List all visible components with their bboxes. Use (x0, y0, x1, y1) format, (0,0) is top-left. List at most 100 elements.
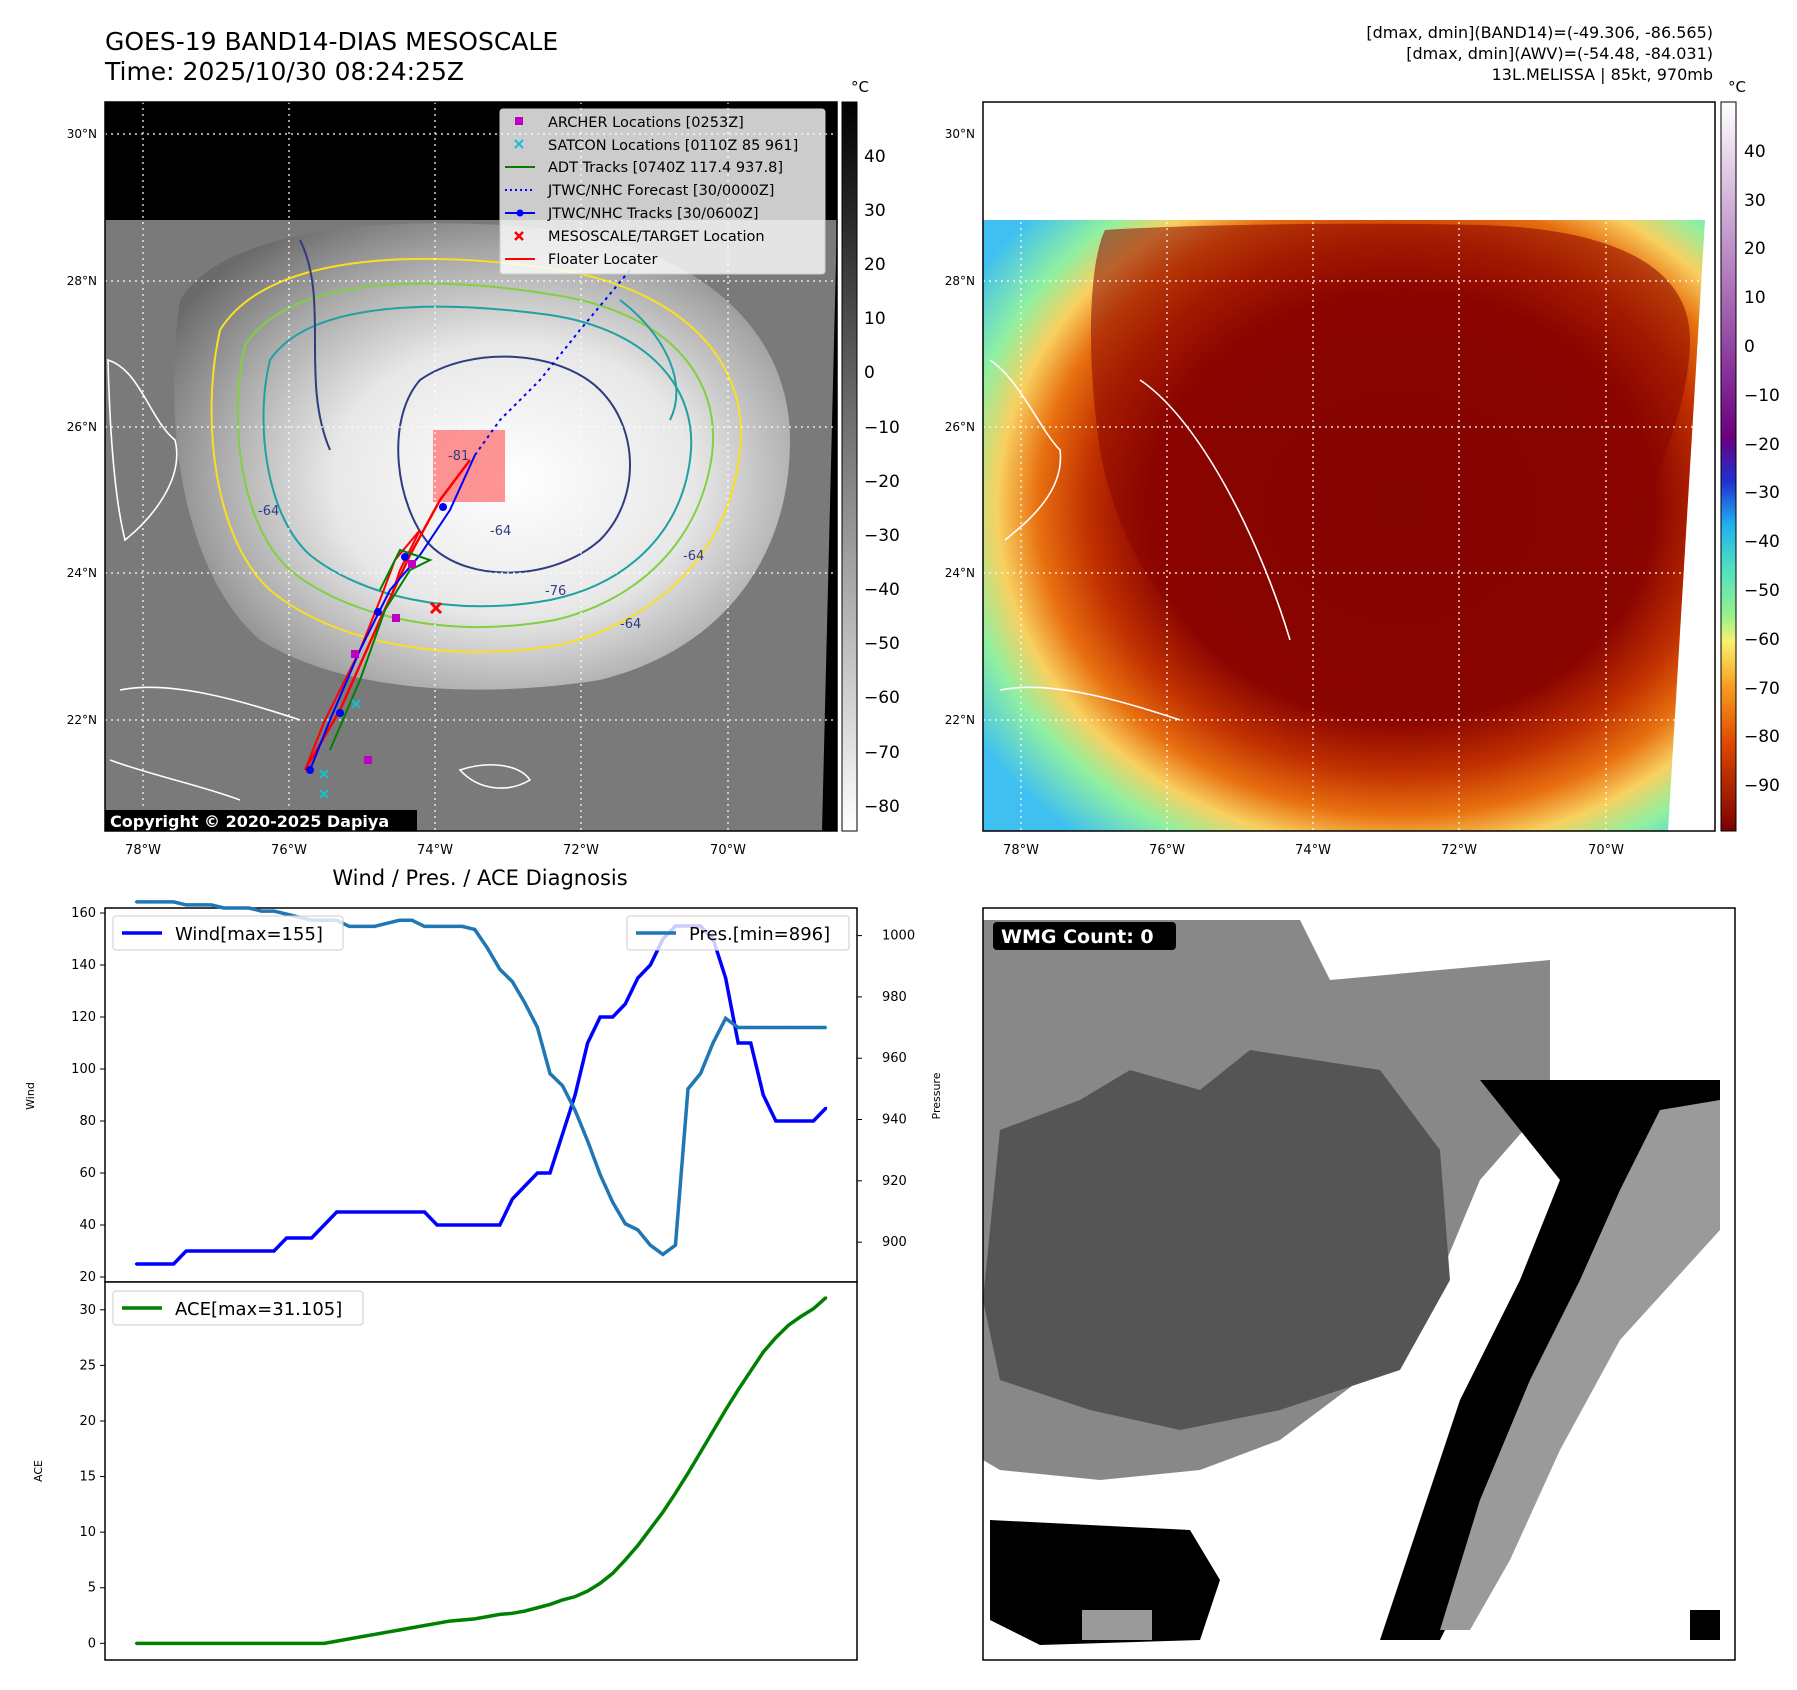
contour-teal (262, 305, 693, 608)
pressure-series-line (136, 900, 826, 1257)
coastline-cuba (109, 686, 301, 801)
ace-point (661, 1510, 665, 1514)
wind-tick-label: 20 (79, 1270, 96, 1285)
pressure-point (624, 1222, 627, 1225)
legend-target-label: MESOSCALE/TARGET Location (548, 229, 765, 245)
wind-point (373, 1210, 376, 1214)
svg-text:26°N: 26°N (67, 420, 97, 434)
wind-point (787, 1119, 790, 1123)
ace-point (373, 1633, 376, 1636)
ace-chart-frame (104, 1281, 858, 1661)
pressure-point (548, 1072, 552, 1075)
ace-legend-label: ACE[max=31.105] (175, 1299, 342, 1320)
contour-light-green (236, 282, 715, 628)
wind-point (636, 976, 640, 980)
ace-tick-label: 20 (79, 1414, 96, 1429)
legend-jtwc-label: JTWC/NHC Tracks [30/0600Z] (547, 206, 759, 222)
pressure-tick-label: 960 (882, 1051, 907, 1066)
svg-text:−70: −70 (1744, 679, 1780, 699)
ace-point (360, 1635, 364, 1638)
pressure-point (511, 980, 514, 983)
svg-text:40: 40 (1744, 142, 1766, 162)
pressure-point (736, 1026, 740, 1029)
wind-tick-label: 60 (79, 1166, 96, 1181)
right-lon-labels: 78°W 76°W 74°W 72°W 70°W (1003, 843, 1624, 858)
legend-archer-label: ARCHER Locations [0253Z] (548, 115, 744, 131)
jtwc-forecast (474, 269, 631, 456)
legend-forecast-label: JTWC/NHC Forecast [30/0000Z] (547, 183, 774, 199)
legend-adt-label: ADT Tracks [0740Z 117.4 937.8] (548, 160, 783, 176)
svg-text:28°N: 28°N (67, 274, 97, 288)
wind-point (385, 1210, 389, 1214)
ace-point (774, 1336, 778, 1339)
contour-labels: -81 -64 -64 -64 -76 -64 (258, 449, 704, 632)
svg-text:78°W: 78°W (125, 843, 161, 858)
pressure-tick-label: 900 (882, 1235, 907, 1250)
pressure-point (448, 925, 451, 928)
svg-text:−50: −50 (864, 634, 900, 654)
pressure-point (210, 903, 213, 907)
svg-text:76°W: 76°W (271, 843, 307, 858)
wind-point (134, 1262, 138, 1266)
ace-y-ticks: 0 5 10 15 20 25 30 (79, 1303, 105, 1651)
ace-point (598, 1582, 602, 1585)
wind-point (573, 1093, 577, 1097)
pressure-point (486, 946, 489, 950)
ace-point (222, 1642, 226, 1645)
left-colorbar-unit: °C (851, 78, 869, 96)
legend-target-icon (514, 231, 524, 241)
wind-point (762, 1093, 765, 1097)
wind-point (335, 1210, 338, 1214)
ace-point (147, 1642, 150, 1645)
right-gridlines (983, 102, 1715, 831)
pressure-point (649, 1244, 652, 1247)
svg-text:−80: −80 (864, 797, 900, 817)
wind-point (624, 1002, 627, 1006)
wind-y-ticks: 20 40 60 80 100 120 140 160 (71, 906, 105, 1285)
pressure-point (787, 1026, 790, 1029)
pressure-point (498, 968, 502, 971)
jtwc-track-points (306, 503, 447, 774)
ace-point (586, 1589, 589, 1593)
svg-text:30: 30 (1744, 191, 1766, 211)
wind-point (360, 1210, 364, 1214)
svg-text:−80: −80 (1744, 727, 1780, 747)
ace-point (285, 1642, 288, 1645)
target-location (429, 601, 443, 615)
ace-point (762, 1350, 765, 1354)
svg-text:24°N: 24°N (67, 566, 97, 580)
ace-point (423, 1624, 426, 1627)
svg-text:-64: -64 (490, 524, 511, 539)
wind-point (460, 1223, 464, 1227)
pressure-point (360, 925, 364, 928)
pressure-points (134, 900, 828, 1256)
left-colorbar-ticks: 40 30 20 10 0 −10 −20 −30 −40 −50 −60 −7… (864, 147, 900, 817)
pressure-legend: Pres.[min=896] (626, 915, 850, 951)
ace-point (736, 1388, 740, 1392)
left-colorbar (841, 101, 858, 832)
ace-point (172, 1642, 175, 1645)
svg-text:70°W: 70°W (1588, 843, 1624, 858)
pressure-tick-label: 980 (882, 990, 907, 1005)
coastline-hispaniola (458, 764, 532, 789)
pressure-point (134, 900, 138, 904)
pressure-point (184, 903, 188, 907)
contour-navy-band (299, 239, 331, 451)
wmg-dark-gray (983, 1050, 1450, 1430)
ace-point (523, 1609, 527, 1613)
svg-text:-81: -81 (448, 449, 469, 464)
pressure-point (348, 925, 351, 928)
wind-point (260, 1249, 263, 1253)
pressure-point (272, 909, 276, 913)
ace-tick-label: 30 (79, 1303, 96, 1318)
ace-point (699, 1450, 702, 1454)
pressure-point (222, 906, 226, 910)
ace-point (134, 1642, 138, 1645)
svg-text:30: 30 (864, 201, 886, 221)
ace-point (184, 1642, 188, 1645)
svg-text:72°W: 72°W (1441, 843, 1477, 858)
ace-point (473, 1617, 476, 1621)
right-colorbar-ticks: 40 30 20 10 0 −10 −20 −30 −40 −50 −60 −7… (1744, 142, 1780, 796)
svg-text:−40: −40 (1744, 532, 1780, 552)
